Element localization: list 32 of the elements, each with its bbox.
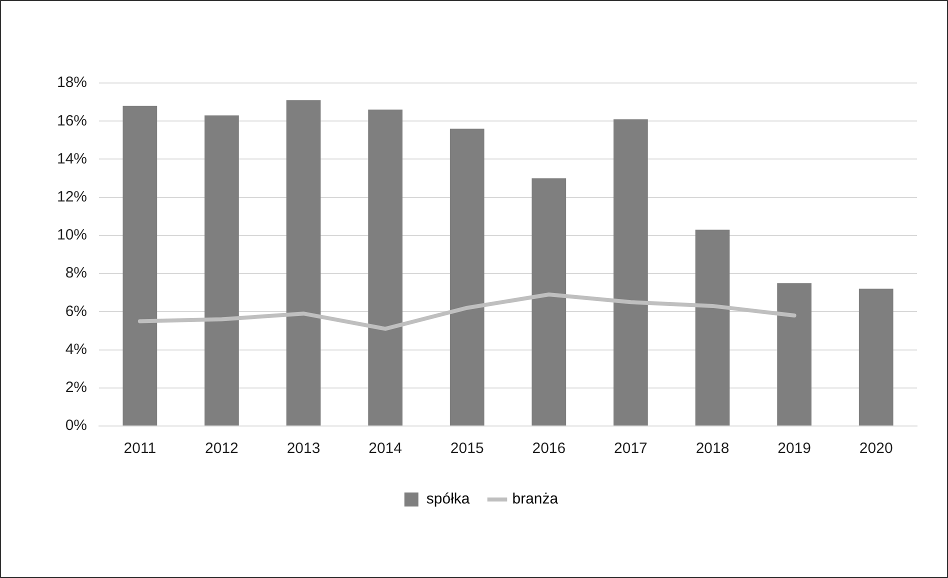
y-tick-label: 16% (56, 112, 88, 130)
bar (858, 288, 894, 426)
legend-label: spółka (426, 490, 470, 508)
x-tick-label: 2014 (368, 440, 402, 458)
x-tick-label: 2011 (124, 440, 156, 458)
x-tick-label: 2020 (859, 440, 893, 458)
bar (204, 115, 239, 426)
legend-label: branża (512, 490, 559, 508)
y-tick-label: 18% (56, 74, 88, 92)
bar (695, 230, 730, 426)
x-tick-label: 2017 (614, 440, 648, 458)
bar (614, 119, 648, 426)
x-tick-label: 2016 (532, 440, 566, 458)
bar (368, 110, 402, 426)
y-tick-label: 0% (65, 417, 88, 434)
y-tick-label: 8% (65, 264, 88, 282)
y-tick-label: 4% (65, 340, 88, 358)
x-tick-label: 2013 (286, 440, 320, 458)
y-tick-label: 10% (56, 226, 88, 244)
y-tick-label: 6% (65, 302, 88, 320)
bar (122, 106, 158, 426)
x-tick-label: 2015 (450, 440, 484, 458)
y-tick-label: 12% (56, 188, 88, 206)
x-tick-label: 2019 (778, 440, 811, 458)
bar (286, 100, 321, 426)
x-tick-label: 2018 (696, 440, 730, 458)
bar (777, 283, 812, 426)
bar (532, 178, 566, 426)
y-tick-label: 2% (65, 379, 88, 396)
y-tick-label: 14% (56, 150, 88, 168)
x-tick-label: 2012 (205, 440, 238, 458)
bar (450, 128, 484, 426)
